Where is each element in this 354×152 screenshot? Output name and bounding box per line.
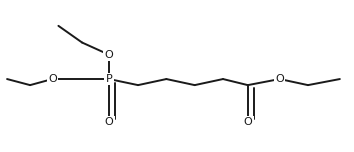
Text: O: O — [105, 50, 113, 60]
Text: P: P — [105, 74, 113, 84]
Text: O: O — [275, 74, 284, 84]
Text: O: O — [48, 74, 57, 84]
Text: O: O — [244, 117, 252, 127]
Text: O: O — [105, 117, 113, 127]
